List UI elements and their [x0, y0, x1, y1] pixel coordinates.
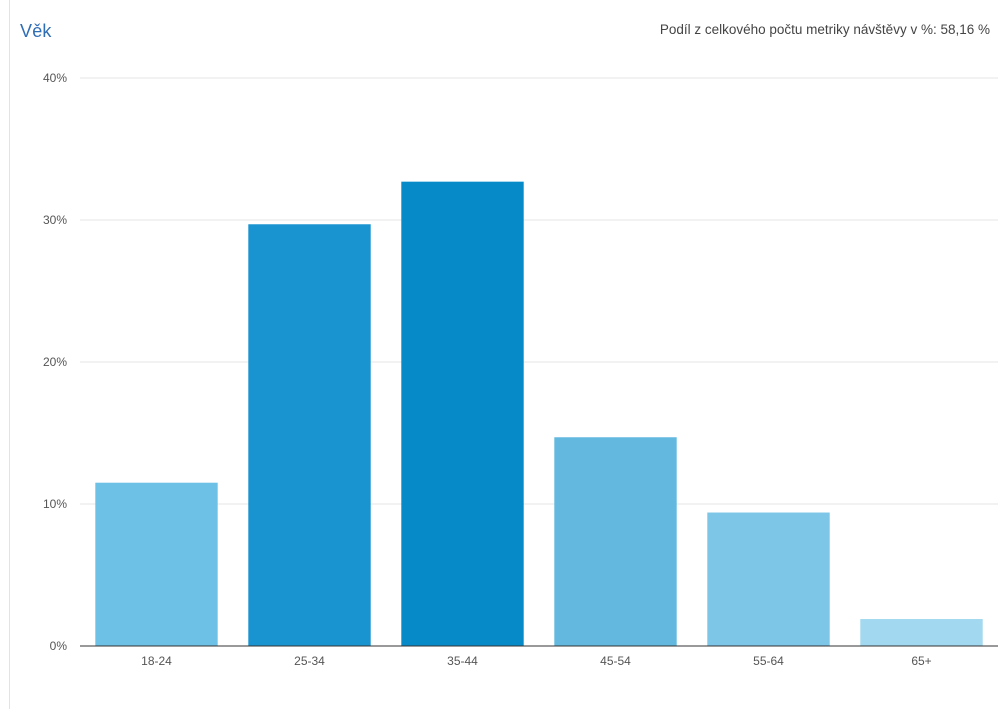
bar-35-44[interactable]	[401, 181, 524, 646]
bars	[95, 181, 983, 646]
bar-18-24[interactable]	[95, 482, 218, 646]
bar-65+[interactable]	[860, 619, 983, 646]
y-tick-label: 40%	[43, 71, 67, 85]
bar-45-54[interactable]	[554, 437, 677, 646]
x-tick-label: 35-44	[447, 654, 478, 668]
grid-lines	[80, 77, 998, 505]
y-tick-label: 10%	[43, 497, 67, 511]
x-tick-label: 55-64	[753, 654, 784, 668]
y-tick-label: 0%	[50, 639, 68, 653]
bar-55-64[interactable]	[707, 512, 830, 646]
x-tick-label: 65+	[911, 654, 931, 668]
x-tick-label: 18-24	[141, 654, 172, 668]
tick-labels: 0% 10% 20% 30% 40% 18-24 25-34 35-44 45-54 55-64 6…	[43, 71, 932, 668]
y-tick-label: 20%	[43, 355, 67, 369]
metric-share-text: Podíl z celkového počtu metriky návštěvy…	[659, 22, 990, 37]
chart-title: Věk	[20, 21, 52, 41]
bar-25-34[interactable]	[248, 224, 371, 646]
left-border	[9, 0, 10, 709]
x-tick-label: 45-54	[600, 654, 631, 668]
y-tick-label: 30%	[43, 213, 67, 227]
x-tick-label: 25-34	[294, 654, 325, 668]
